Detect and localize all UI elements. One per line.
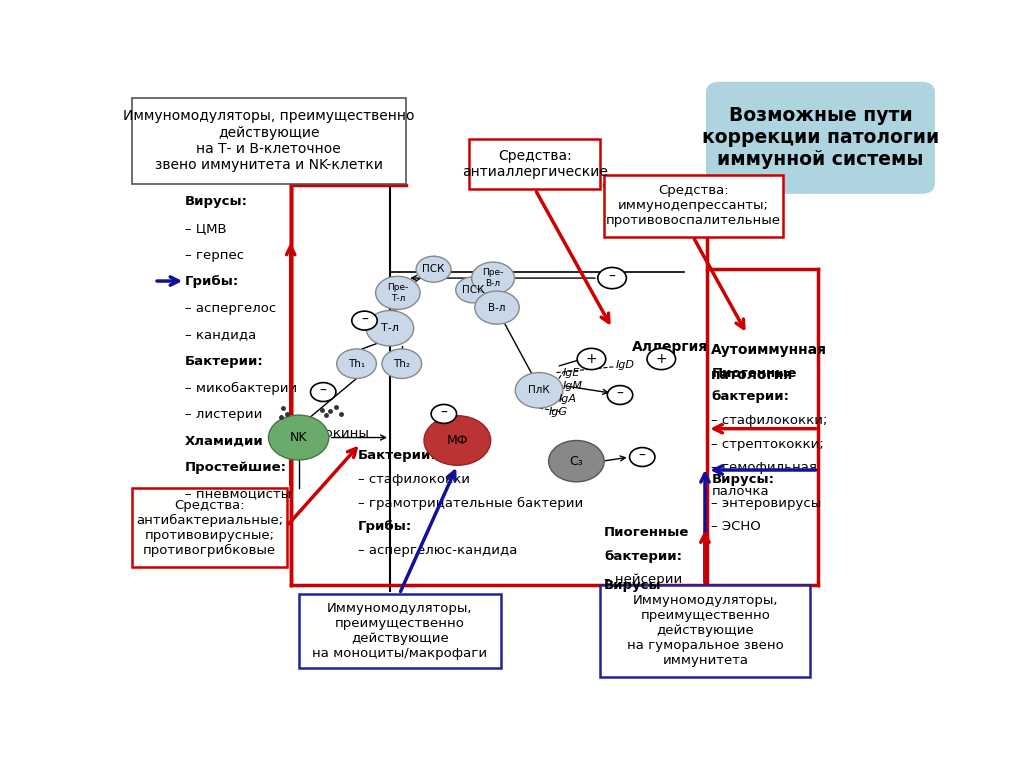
Circle shape (475, 291, 519, 324)
Text: IgE: IgE (563, 367, 581, 377)
FancyBboxPatch shape (708, 83, 934, 193)
Text: Возможные пути
коррекции патологии
иммунной системы: Возможные пути коррекции патологии иммун… (701, 107, 939, 170)
Circle shape (431, 404, 457, 423)
Text: Пре-
В-л: Пре- В-л (482, 268, 504, 288)
Circle shape (367, 311, 414, 346)
Text: Иммуномодуляторы,
преимущественно
действующие
на моноциты/макрофаги: Иммуномодуляторы, преимущественно действ… (312, 602, 487, 660)
Text: – пневмоцисты: – пневмоцисты (185, 488, 291, 501)
Circle shape (382, 349, 422, 378)
Text: IgD: IgD (615, 360, 634, 370)
Text: ПСК: ПСК (462, 285, 484, 295)
Text: – грамотрицательные бактерии: – грамотрицательные бактерии (358, 496, 584, 510)
Text: бактерии:: бактерии: (712, 390, 790, 403)
Text: Иммуномодуляторы, преимущественно
действующие
на Т- и В-клеточное
звено иммуните: Иммуномодуляторы, преимущественно действ… (123, 110, 415, 172)
Text: –: – (608, 270, 615, 284)
Text: Средства:
антибактериальные;
противовирусные;
противогрибковые: Средства: антибактериальные; противовиру… (136, 499, 283, 557)
Text: Бактерии:: Бактерии: (185, 355, 264, 368)
Text: Хламидии: Хламидии (185, 435, 264, 448)
Text: В-л: В-л (488, 303, 506, 313)
Text: +: + (586, 352, 597, 366)
Circle shape (549, 440, 604, 482)
Text: Грибы:: Грибы: (185, 275, 240, 288)
Circle shape (310, 383, 336, 401)
Text: – аспергелос: – аспергелос (185, 301, 276, 314)
FancyBboxPatch shape (132, 488, 287, 568)
Text: Пиогенные: Пиогенные (712, 367, 797, 380)
FancyBboxPatch shape (132, 98, 406, 183)
Circle shape (268, 415, 329, 460)
Text: – герпес: – герпес (185, 249, 245, 262)
Text: Грибы:: Грибы: (358, 520, 413, 533)
Text: бактерии:: бактерии: (604, 550, 682, 563)
Text: Простейшие:: Простейшие: (185, 461, 287, 474)
Text: – аспергелюс-кандида: – аспергелюс-кандида (358, 544, 517, 557)
Text: NK: NK (290, 431, 307, 444)
Text: – ЭСНО: – ЭСНО (712, 520, 761, 533)
FancyBboxPatch shape (600, 585, 811, 676)
Text: –: – (361, 312, 368, 327)
Text: Аллергия: Аллергия (632, 340, 708, 354)
Circle shape (630, 448, 655, 466)
Text: – микобактерии: – микобактерии (185, 381, 297, 394)
Circle shape (515, 373, 563, 408)
Text: Вирусы:: Вирусы: (712, 473, 774, 486)
Circle shape (578, 348, 606, 370)
Text: – стафилококки: – стафилококки (358, 473, 470, 486)
Text: Бактерии:: Бактерии: (358, 449, 437, 463)
Text: Т-л: Т-л (381, 323, 398, 334)
Text: Тh₂: Тh₂ (393, 359, 411, 369)
Text: – ЦМВ: – ЦМВ (185, 222, 226, 235)
Text: +: + (655, 352, 667, 366)
Text: Иммуномодуляторы,
преимущественно
действующие
на гуморальное звено
иммунитета: Иммуномодуляторы, преимущественно действ… (627, 594, 783, 667)
Text: патология: патология (712, 368, 794, 382)
Text: – стрептококки;: – стрептококки; (712, 437, 824, 450)
Text: IgA: IgA (559, 393, 577, 403)
Circle shape (376, 276, 420, 309)
Text: – листерии: – листерии (185, 408, 262, 421)
FancyBboxPatch shape (604, 175, 782, 237)
Text: –: – (616, 387, 624, 401)
Text: Пре-
Т-л: Пре- Т-л (387, 283, 409, 302)
Text: IgG: IgG (549, 407, 567, 417)
Text: Цитокины: Цитокины (299, 426, 370, 439)
Text: – энтеровирусы: – энтеровирусы (712, 496, 821, 509)
Text: – нейсерии: – нейсерии (604, 574, 682, 586)
Circle shape (456, 277, 490, 303)
Text: – кандида: – кандида (185, 328, 256, 341)
Circle shape (607, 386, 633, 404)
Text: –: – (639, 449, 646, 463)
Text: Средства:
антиаллергические: Средства: антиаллергические (462, 150, 607, 179)
Text: Тh₁: Тh₁ (348, 359, 366, 369)
Text: Вирусы: Вирусы (604, 579, 662, 592)
Text: – гемофильная: – гемофильная (712, 461, 817, 474)
Circle shape (337, 349, 377, 378)
Circle shape (647, 348, 676, 370)
Circle shape (424, 416, 490, 466)
Text: Вирусы:: Вирусы: (185, 196, 248, 209)
Text: –: – (319, 384, 327, 398)
Circle shape (416, 256, 451, 282)
Circle shape (598, 268, 627, 288)
Text: С₃: С₃ (569, 455, 584, 468)
Text: Аутоиммунная: Аутоиммунная (712, 343, 827, 357)
Text: IgM: IgM (563, 380, 583, 390)
Circle shape (472, 262, 514, 294)
Text: –: – (440, 406, 447, 420)
Text: ПСК: ПСК (422, 264, 444, 275)
Text: палочка: палочка (712, 485, 769, 498)
Text: ПлК: ПлК (528, 385, 550, 395)
Text: МФ: МФ (446, 434, 468, 447)
Text: Средства:
иммунодепрессанты;
противовоспалительные: Средства: иммунодепрессанты; противовосп… (606, 184, 781, 227)
Text: Пиогенные: Пиогенные (604, 526, 689, 539)
FancyBboxPatch shape (299, 594, 501, 668)
Text: – стафилококки;: – стафилококки; (712, 414, 827, 427)
FancyBboxPatch shape (469, 140, 600, 189)
Circle shape (352, 311, 377, 330)
